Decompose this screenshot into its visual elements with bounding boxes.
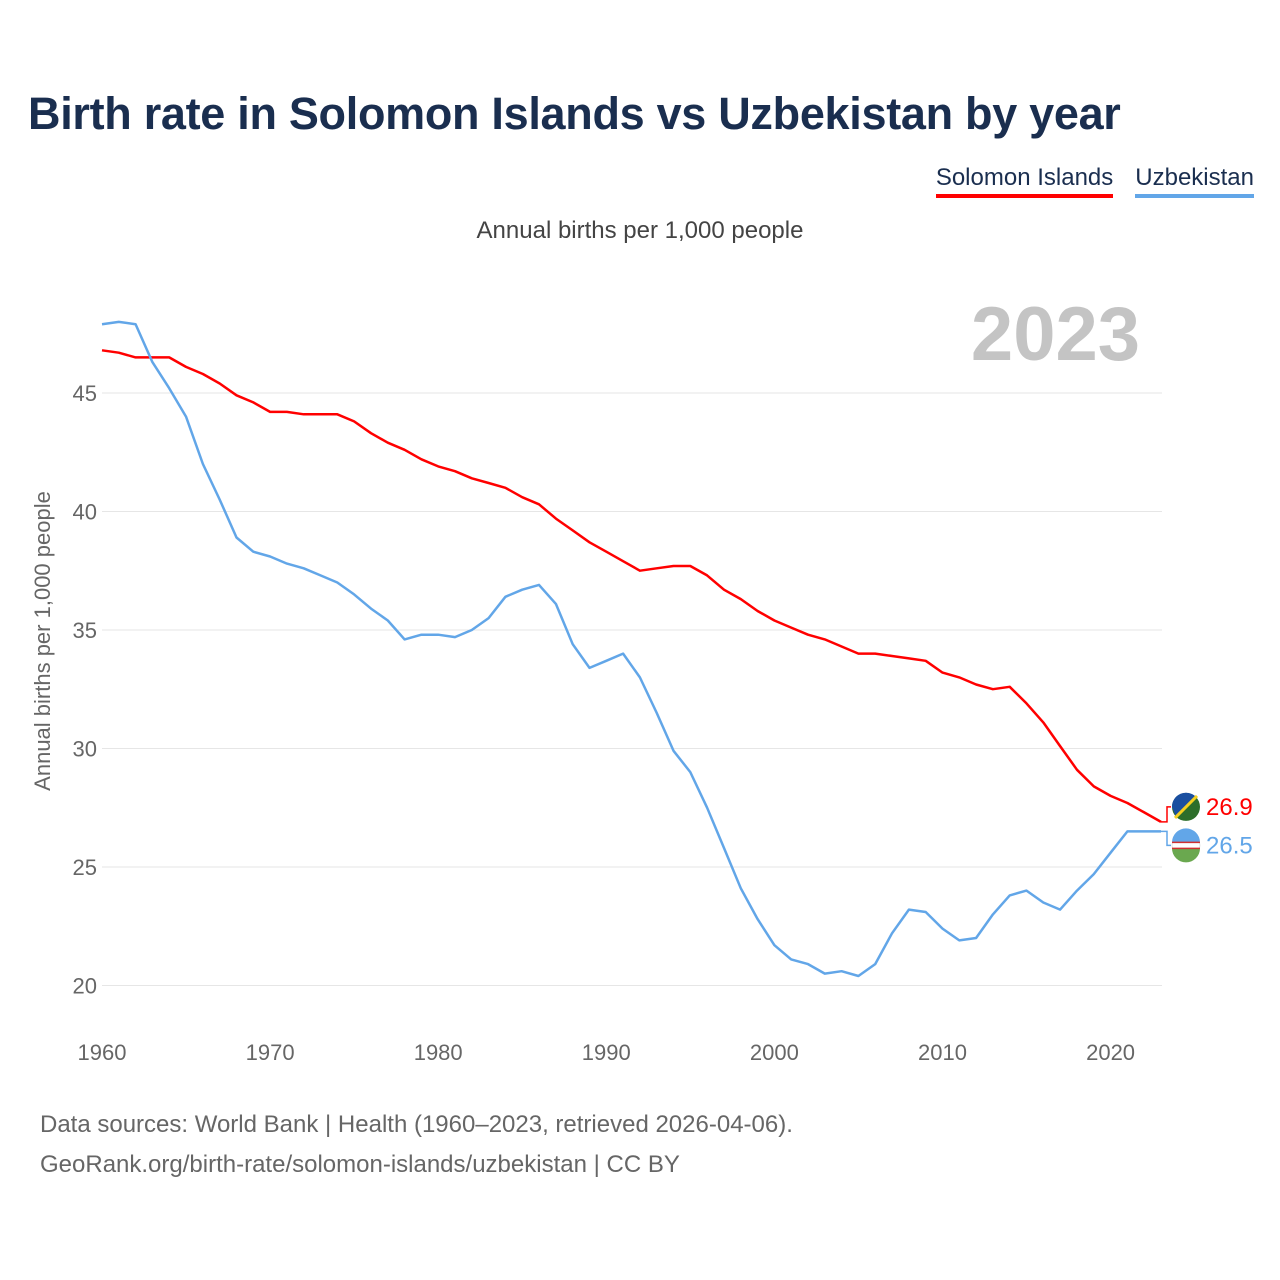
chart-title: Birth rate in Solomon Islands vs Uzbekis… bbox=[28, 88, 1121, 139]
x-tick-2010: 2010 bbox=[918, 1040, 967, 1065]
x-tick-2000: 2000 bbox=[750, 1040, 799, 1065]
y-tick-40: 40 bbox=[73, 499, 97, 524]
legend-item-solomon-islands[interactable]: Solomon Islands bbox=[935, 164, 1114, 198]
series-line-uzbekistan[interactable] bbox=[101, 320, 1161, 978]
end-value-solomon-islands: 26.9 bbox=[1206, 794, 1253, 821]
x-axis-ticks: 1960 1970 1980 1990 2000 2010 2020 bbox=[78, 1040, 1136, 1065]
legend: Solomon Islands Uzbekistan bbox=[935, 164, 1254, 198]
end-connector-uzbekistan bbox=[1161, 830, 1171, 847]
x-tick-1970: 1970 bbox=[246, 1040, 295, 1065]
series-line-solomon-islands[interactable] bbox=[101, 349, 1162, 823]
legend-item-uzbekistan[interactable]: Uzbekistan bbox=[1135, 164, 1254, 198]
data-source-note: Data sources: World Bank | Health (1960–… bbox=[40, 1111, 793, 1138]
x-tick-1990: 1990 bbox=[582, 1040, 631, 1065]
x-tick-1980: 1980 bbox=[414, 1040, 463, 1065]
end-connector-solomon-islands bbox=[1161, 806, 1171, 823]
grid-lines bbox=[102, 392, 1162, 986]
chart-subtitle: Annual births per 1,000 people bbox=[476, 217, 804, 244]
y-tick-35: 35 bbox=[73, 618, 97, 643]
year-watermark: 2023 bbox=[971, 292, 1140, 377]
x-tick-1960: 1960 bbox=[78, 1040, 127, 1065]
flag-icon-uzbekistan bbox=[1171, 828, 1201, 863]
footer: Data sources: World Bank | Health (1960–… bbox=[40, 1105, 793, 1185]
x-tick-2020: 2020 bbox=[1086, 1040, 1135, 1065]
y-axis-label: Annual births per 1,000 people bbox=[30, 491, 55, 791]
end-value-uzbekistan: 26.5 bbox=[1206, 832, 1253, 859]
y-tick-30: 30 bbox=[73, 736, 97, 761]
y-tick-45: 45 bbox=[73, 381, 97, 406]
flag-icon-solomon-islands bbox=[1171, 792, 1200, 821]
credit-link[interactable]: GeoRank.org/birth-rate/solomon-islands/u… bbox=[40, 1151, 680, 1178]
series-lines bbox=[101, 320, 1162, 978]
series-end-labels: 26.9 26.5 bbox=[1161, 792, 1253, 863]
y-tick-25: 25 bbox=[73, 855, 97, 880]
y-axis-ticks: 20 25 30 35 40 45 bbox=[73, 381, 97, 999]
y-tick-20: 20 bbox=[73, 973, 97, 998]
